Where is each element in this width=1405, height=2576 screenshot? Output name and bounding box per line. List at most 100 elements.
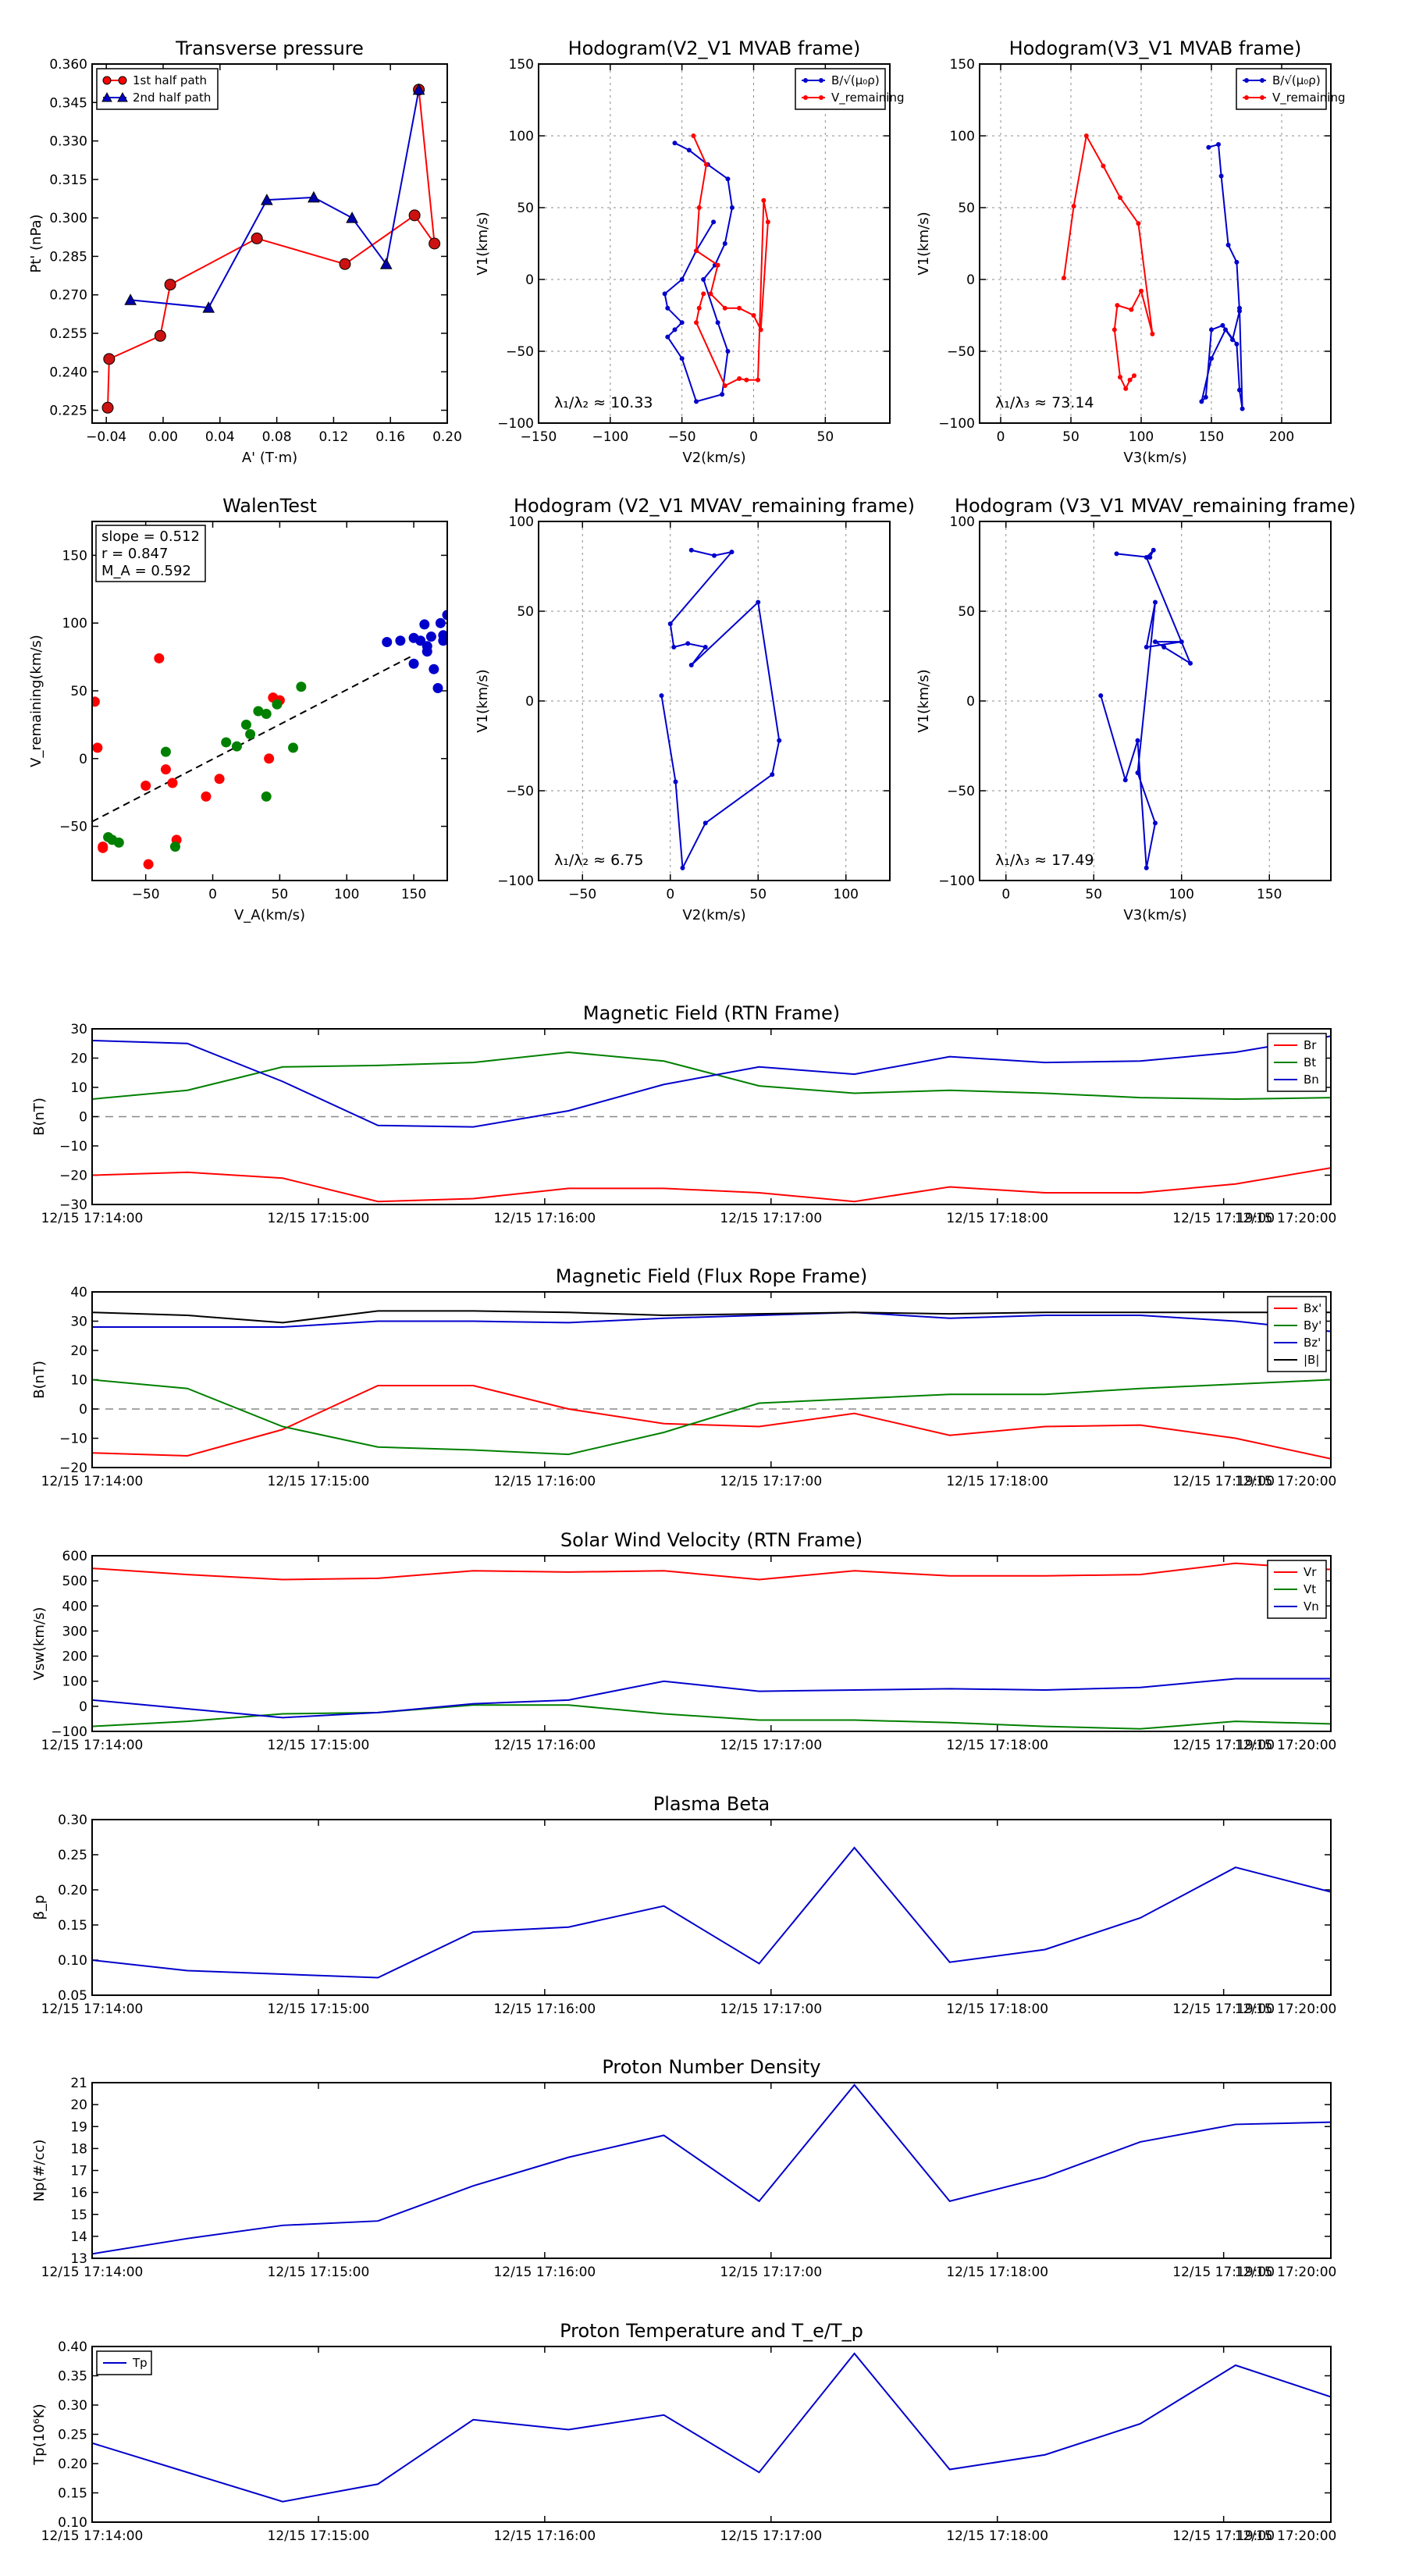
series-line	[92, 1167, 1331, 1203]
series-trajectory	[659, 547, 782, 871]
x-tick-label: 12/15 17:18:00	[946, 2001, 1048, 2017]
x-tick-label: 0	[208, 887, 217, 902]
data-point	[379, 258, 393, 269]
legend-label: 2nd half path	[133, 91, 211, 105]
ratio-annotation: λ₁/λ₂ ≈ 6.75	[554, 852, 643, 869]
data-point	[679, 320, 685, 326]
data-point	[1234, 259, 1240, 265]
y-tick-label: 150	[509, 57, 534, 73]
legend-marker	[118, 76, 127, 85]
data-point	[1098, 693, 1104, 699]
x-tick-label: 0	[666, 887, 674, 902]
chart-title: Proton Number Density	[602, 2056, 820, 2078]
data-point	[1118, 375, 1122, 380]
chart-hodogram-v2v1-mvav: Hodogram (V2_V1 MVAV_remaining frame) −10…	[475, 495, 915, 923]
data-point	[164, 279, 176, 291]
data-point	[1144, 555, 1149, 560]
x-tick-label: −100	[592, 429, 628, 445]
legend: Tp	[96, 2350, 152, 2375]
y-tick-label: 0.300	[49, 211, 87, 226]
legend-label: V_remaining	[831, 91, 905, 105]
y-tick-label: −100	[497, 416, 534, 432]
plot-frame	[538, 521, 891, 881]
x-tick-label: −50	[568, 887, 596, 902]
y-tick-label: 0.10	[58, 1953, 87, 1969]
data-point	[1136, 221, 1141, 226]
data-point	[1147, 555, 1153, 560]
x-tick-label: 12/15 17:20:00	[1235, 1738, 1337, 1753]
data-point	[432, 683, 443, 694]
data-point	[691, 133, 696, 138]
y-tick-label: 400	[62, 1599, 87, 1614]
data-point	[685, 641, 691, 646]
data-point	[725, 349, 731, 354]
stats-ma: M_A = 0.592	[101, 563, 191, 579]
series-vt	[92, 1704, 1331, 1730]
plot-area	[92, 1035, 1331, 1203]
x-tick-label: 12/15 17:14:00	[41, 2001, 144, 2017]
data-point	[1144, 645, 1149, 649]
plot-area	[92, 1310, 1331, 1460]
data-point	[1101, 163, 1106, 169]
series-line	[1063, 133, 1154, 391]
y-tick-label: 0.20	[58, 2457, 87, 2472]
y-tick-label: 0.345	[49, 95, 87, 111]
plot-frame	[91, 1028, 1332, 1205]
y-tick-label: 0	[966, 694, 975, 710]
chart-title: Magnetic Field (Flux Rope Frame)	[556, 1265, 867, 1287]
x-tick-label: 12/15 17:20:00	[1235, 2528, 1337, 2544]
x-tick-label: 200	[1269, 429, 1294, 445]
data-point	[1188, 660, 1193, 666]
y-tick-label: 0.285	[49, 249, 87, 265]
data-point	[202, 301, 215, 313]
y-tick-label: −20	[59, 1169, 87, 1184]
data-point	[672, 327, 678, 333]
x-tick-label: 0.20	[432, 429, 462, 445]
x-tick-label: 12/15 17:18:00	[946, 1211, 1048, 1226]
legend-label: Vr	[1304, 1565, 1317, 1579]
data-point	[708, 291, 713, 297]
series-by-	[92, 1379, 1331, 1456]
chart-hodogram-v3v1-mvav: Hodogram (V3_V1 MVAV_remaining frame) −10…	[916, 495, 1356, 923]
plot-frame	[538, 63, 891, 424]
series-v-remaining	[691, 133, 770, 389]
y-tick-label: 14	[70, 2229, 87, 2245]
data-point	[688, 663, 694, 667]
y-tick-label: 600	[62, 1549, 87, 1564]
y-tick-label: 50	[70, 684, 87, 699]
data-point	[1135, 770, 1140, 775]
y-tick-label: 50	[517, 604, 534, 620]
series-br	[92, 1167, 1331, 1203]
data-point	[288, 742, 299, 753]
legend-label: |B|	[1304, 1353, 1319, 1367]
y-tick-label: −100	[938, 873, 975, 889]
data-point	[1230, 337, 1235, 343]
y-tick-label: 0.255	[49, 326, 87, 342]
series-line	[92, 1704, 1331, 1730]
chart-title: Magnetic Field (RTN Frame)	[583, 1002, 840, 1024]
data-point	[272, 699, 283, 710]
legend-marker	[101, 91, 112, 102]
y-tick-label: 16	[70, 2186, 87, 2201]
x-tick-label: 12/15 17:18:00	[946, 2265, 1048, 2280]
data-point	[1129, 307, 1134, 312]
series-bx-	[92, 1385, 1331, 1460]
chart-title: Proton Temperature and T_e/T_p	[560, 2320, 863, 2342]
data-point	[245, 729, 256, 740]
data-point	[694, 399, 699, 404]
y-tick-label: 10	[70, 1373, 87, 1389]
legend-box	[795, 68, 886, 110]
x-tick-label: 12/15 17:17:00	[720, 1474, 822, 1489]
data-point	[1062, 276, 1066, 281]
data-point	[395, 635, 406, 646]
y-tick-label: −50	[506, 344, 534, 360]
y-tick-label: 30	[70, 1315, 87, 1330]
series-1st-half-path	[101, 84, 441, 414]
y-axis-label: V1(km/s)	[475, 669, 491, 732]
data-point	[264, 753, 275, 764]
plot-area	[92, 610, 447, 870]
legend-label: B/√(μ₀ρ)	[831, 73, 880, 87]
y-tick-label: −100	[497, 873, 534, 889]
